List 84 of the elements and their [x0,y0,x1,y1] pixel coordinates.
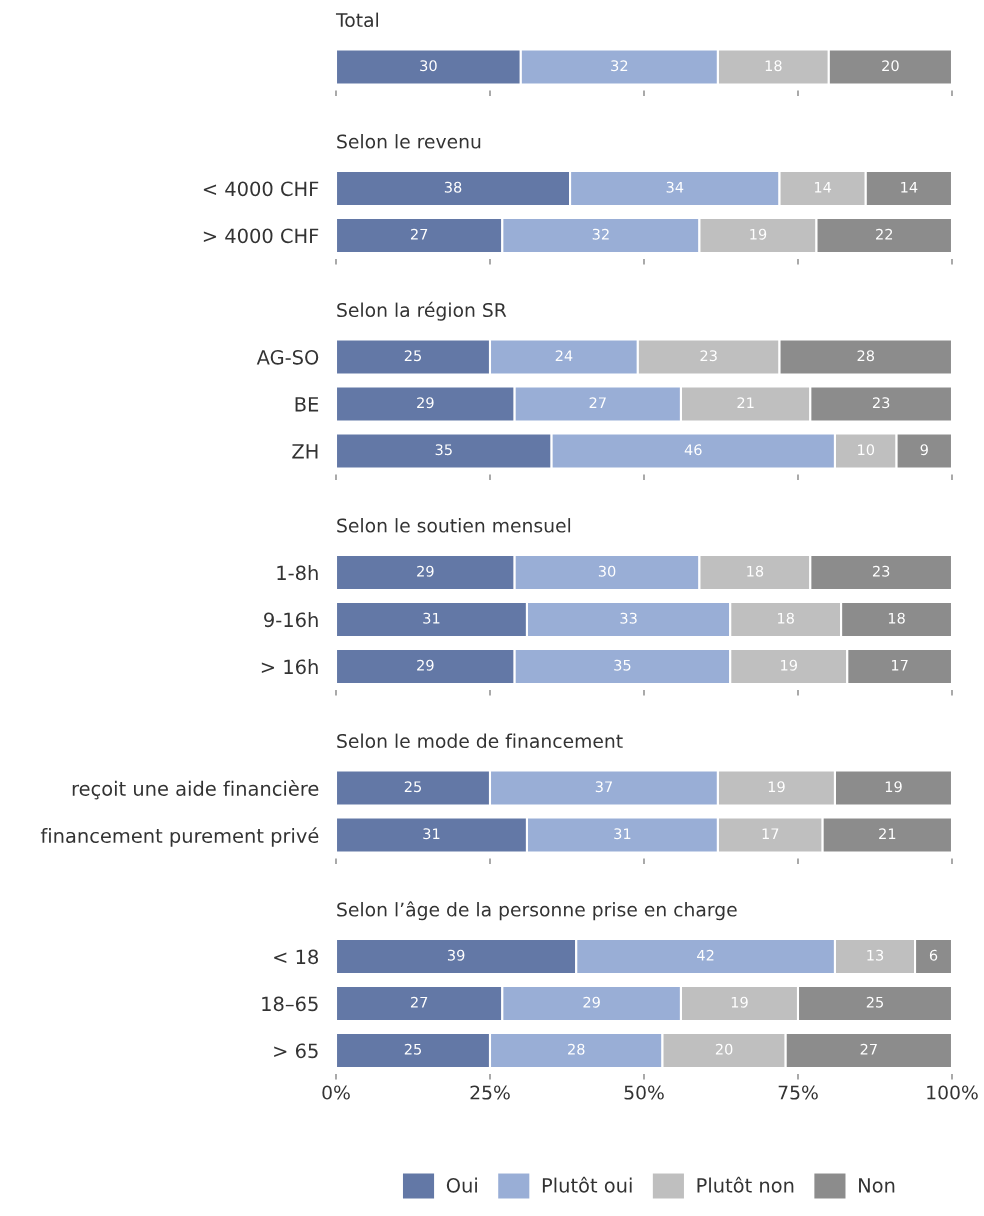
x-tick-label: 25% [470,1085,510,1100]
legend-label: Plutôt non [697,1176,794,1193]
data-label: 27 [860,1043,877,1055]
data-label: 28 [568,1043,585,1055]
data-label: 20 [882,60,899,72]
data-label: 25 [866,996,883,1008]
data-label: 23 [872,565,890,577]
chart-title: Selon l’âge de la personne prise en charge [337,901,737,921]
data-label: 21 [879,828,896,840]
data-label: 27 [410,228,428,240]
data-label: 14 [814,181,832,193]
data-label: 35 [614,659,631,671]
data-label: 46 [684,444,702,456]
x-tick-label: 0% [322,1085,350,1100]
chart-title: Selon la région SR [337,301,507,321]
data-label: 27 [410,996,428,1008]
data-label: 14 [901,181,918,193]
data-label: 23 [872,397,890,409]
legend-label: Oui [446,1177,477,1193]
data-label: 19 [768,781,785,793]
data-label: 19 [781,659,798,671]
data-label: 10 [858,444,875,456]
data-label: 37 [595,781,612,793]
data-label: 29 [417,397,434,409]
data-label: 25 [404,1043,421,1055]
y-tick-label: < 18 [274,949,318,965]
y-tick-label: 9-16h [264,612,318,628]
data-label: 18 [778,612,794,624]
x-tick-label: 75% [778,1085,818,1100]
data-label: 21 [737,397,754,409]
data-label: 33 [620,612,637,624]
data-label: 42 [697,949,714,961]
data-label: 30 [598,565,616,577]
data-label: 30 [420,60,437,72]
data-label: 39 [447,949,465,961]
data-label: 35 [435,444,452,456]
y-tick-label: > 4000 CHF [203,228,319,244]
data-label: 29 [417,565,434,577]
data-label: 38 [444,181,462,193]
data-label: 31 [423,828,440,840]
data-label: 18 [765,60,782,72]
data-label: 19 [731,996,748,1008]
data-label: 9 [920,444,928,456]
data-label: 19 [750,228,767,240]
data-label: 17 [762,828,779,840]
data-label: 24 [555,350,573,362]
y-tick-label: BE [295,397,319,412]
x-tick-label: 100% [927,1085,978,1100]
data-label: 29 [417,659,434,671]
data-label: 18 [747,565,764,577]
chart-title: Total [335,12,379,28]
y-tick-label: 18–65 [262,996,318,1012]
y-tick-label: 1-8h [277,565,318,581]
data-label: 22 [876,228,893,240]
data-label: 31 [614,828,631,840]
data-label: 25 [404,350,421,362]
legend-label: Non [859,1178,895,1193]
data-label: 28 [857,350,875,362]
data-label: 18 [888,612,905,624]
x-tick-label: 50% [624,1085,664,1100]
data-label: 6 [929,949,938,961]
data-label: 34 [666,181,684,193]
y-tick-label: > 65 [274,1043,318,1059]
data-label: 32 [592,228,609,240]
y-tick-label: < 4000 CHF [203,181,319,197]
legend-label: Plutôt oui [542,1176,632,1193]
chart-title: Selon le mode de financement [337,733,623,749]
data-label: 13 [867,949,884,961]
y-tick-label: financement purement privé [40,827,319,847]
data-label: 20 [715,1043,733,1055]
data-label: 17 [891,659,908,671]
data-label: 31 [423,612,440,624]
y-tick-label: reçoit une aide financière [72,780,319,800]
data-label: 27 [589,397,606,409]
data-label: 32 [611,60,628,72]
data-label: 25 [404,781,421,793]
y-tick-label: AG-SO [256,349,319,365]
data-label: 29 [583,996,600,1008]
data-label: 19 [885,781,902,793]
chart-title: Selon le revenu [337,134,481,149]
y-tick-label: ZH [292,444,318,459]
data-label: 23 [700,350,717,362]
chart-title: Selon le soutien mensuel [337,518,571,533]
y-tick-label: > 16h [261,659,318,675]
